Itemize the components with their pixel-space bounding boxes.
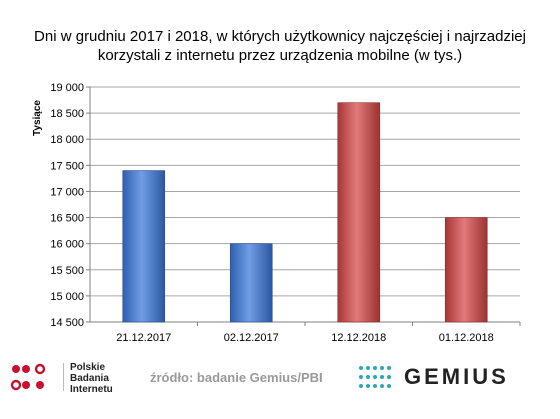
bar bbox=[122, 170, 166, 323]
gemius-dots-icon bbox=[359, 366, 391, 388]
gemius-logo-text: GEMIUS bbox=[404, 364, 509, 389]
y-tick-label: 16 500 bbox=[50, 213, 84, 225]
x-tick-label: 02.12.2017 bbox=[224, 332, 279, 344]
source-note: źródło: badanie Gemius/PBI bbox=[150, 370, 323, 385]
bar bbox=[229, 243, 273, 323]
footer: Polskie Badania Internetu źródło: badani… bbox=[0, 355, 560, 405]
y-tick-label: 15 500 bbox=[50, 265, 84, 277]
pbi-logo-line-1: Polskie bbox=[70, 362, 106, 373]
logo-divider bbox=[63, 363, 64, 391]
y-tick-label: 15 000 bbox=[50, 291, 84, 303]
bar bbox=[444, 217, 488, 323]
x-tick-label: 01.12.2018 bbox=[439, 332, 494, 344]
bar-chart: 14 500 15 000 15 500 16 000 16 500 17 000 17 5… bbox=[32, 82, 521, 344]
y-tick-label: 19 000 bbox=[50, 82, 84, 94]
pbi-logo-line-2: Badania bbox=[70, 373, 109, 384]
pbi-logo-text: Polskie Badania Internetu bbox=[70, 362, 113, 395]
x-tick-label: 12.12.2018 bbox=[331, 332, 386, 344]
chart-title-line-1: Dni w grudniu 2017 i 2018, w których uży… bbox=[34, 28, 526, 45]
chart-title-line-2: korzystali z internetu przez urządzenia … bbox=[97, 47, 463, 64]
x-tick-label: 21.12.2017 bbox=[116, 332, 171, 344]
y-tick-label: 18 500 bbox=[50, 108, 84, 120]
y-tick-label: 18 000 bbox=[50, 134, 84, 146]
y-tick-label: 17 500 bbox=[50, 160, 84, 172]
y-tick-label: 14 500 bbox=[50, 317, 84, 329]
bar bbox=[337, 102, 381, 323]
pbi-logo-line-3: Internetu bbox=[70, 384, 113, 395]
y-tick-label: 16 000 bbox=[50, 239, 84, 251]
y-axis-label: Tysiące bbox=[32, 100, 43, 136]
chart-title: Dni w grudniu 2017 i 2018, w których uży… bbox=[20, 27, 540, 65]
pbi-logo-icon bbox=[10, 363, 46, 391]
y-tick-label: 17 000 bbox=[50, 186, 84, 198]
